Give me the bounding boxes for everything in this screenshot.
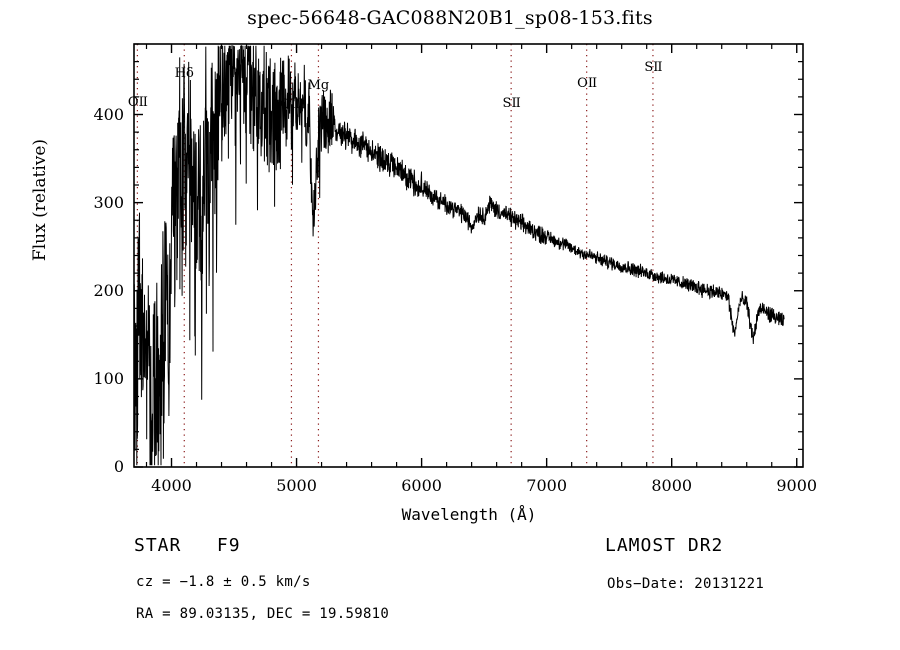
spectral-line-label: Mg [307,78,330,93]
spectral-line-label: OIII [279,97,304,112]
spectral-line-label: OII [577,76,597,91]
spectral-line-label: OII [127,95,148,110]
footer-object-type: STAR F9 [134,535,241,556]
spectral-line-label: Hδ [174,66,194,81]
x-tick-label: 7000 [526,476,567,495]
spectral-line-label: SII [644,60,662,75]
x-tick-label: 4000 [151,476,192,495]
footer-redshift-velocity: cz = −1.8 ± 0.5 km/s [136,574,311,590]
x-axis-title: Wavelength (Å) [401,505,537,524]
spectral-line-label: SII [502,96,521,111]
footer-coordinates: RA = 89.03135, DEC = 19.59810 [136,606,390,622]
spectrum-curve [133,45,785,466]
y-tick-label: 0 [113,457,124,476]
y-tick-label: 300 [93,192,124,212]
plot-frame [133,43,804,468]
x-tick-label: 9000 [776,476,818,495]
x-tick-label: 5000 [276,476,317,495]
footer-survey: LAMOST DR2 [605,535,724,556]
footer-obs-date: Obs−Date: 20131221 [607,576,765,592]
x-tick-label: 6000 [401,476,442,495]
y-tick-label: 100 [93,368,124,388]
y-tick-label: 200 [93,280,124,300]
page-title: spec-56648-GAC088N20B1_sp08-153.fits [247,7,653,29]
x-tick-label: 8000 [651,476,693,495]
y-tick-label: 400 [93,104,124,124]
